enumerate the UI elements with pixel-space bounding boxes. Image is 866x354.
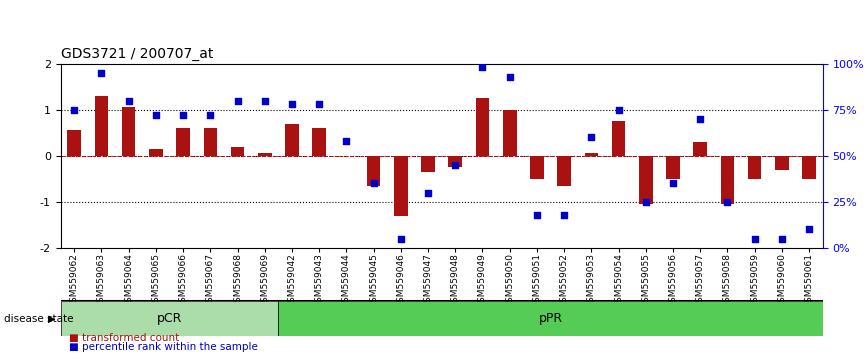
Text: ■ transformed count: ■ transformed count (69, 333, 179, 343)
Bar (94, 96, 108, 156)
Text: GDS3721 / 200707_at: GDS3721 / 200707_at (61, 47, 213, 61)
Bar (585, 154, 598, 156)
Bar (449, 156, 462, 167)
Bar (394, 156, 408, 216)
Point (747, 236, 761, 241)
Text: pPR: pPR (539, 312, 563, 325)
Bar (285, 124, 299, 156)
Point (802, 227, 816, 232)
Point (421, 190, 435, 195)
Point (94, 70, 108, 76)
Bar (177, 128, 190, 156)
FancyBboxPatch shape (278, 301, 823, 336)
Point (204, 113, 217, 118)
Bar (122, 107, 135, 156)
Bar (313, 128, 326, 156)
Point (313, 101, 326, 107)
Point (475, 64, 489, 70)
Bar (748, 156, 761, 179)
Point (694, 116, 708, 122)
Bar (149, 149, 163, 156)
Point (775, 236, 789, 241)
Text: ▶: ▶ (48, 314, 55, 324)
Bar (558, 156, 571, 185)
Bar (475, 98, 489, 156)
Bar (68, 130, 81, 156)
Point (530, 212, 544, 217)
Point (285, 101, 299, 107)
Text: disease state: disease state (4, 314, 74, 324)
Bar (421, 156, 435, 172)
Text: pCR: pCR (157, 312, 182, 325)
Bar (611, 121, 625, 156)
Point (230, 98, 244, 103)
Bar (367, 156, 380, 185)
Bar (230, 147, 244, 156)
Point (122, 98, 136, 103)
Bar (721, 156, 734, 204)
Bar (802, 156, 816, 179)
Bar (204, 128, 217, 156)
Point (666, 181, 680, 186)
Point (611, 107, 625, 113)
Bar (666, 156, 680, 179)
Bar (639, 156, 653, 204)
Point (721, 199, 734, 205)
Text: ■ percentile rank within the sample: ■ percentile rank within the sample (69, 342, 258, 352)
Point (394, 236, 408, 241)
Point (639, 199, 653, 205)
Point (503, 74, 517, 79)
Point (449, 162, 462, 168)
Bar (694, 142, 707, 156)
FancyBboxPatch shape (61, 301, 278, 336)
Point (149, 113, 163, 118)
Point (557, 212, 571, 217)
Point (366, 181, 380, 186)
Bar (503, 110, 516, 156)
Point (339, 138, 353, 144)
Point (585, 135, 598, 140)
Point (176, 113, 190, 118)
Bar (258, 154, 272, 156)
Point (68, 107, 81, 113)
Bar (775, 156, 789, 170)
Bar (530, 156, 544, 179)
Point (258, 98, 272, 103)
